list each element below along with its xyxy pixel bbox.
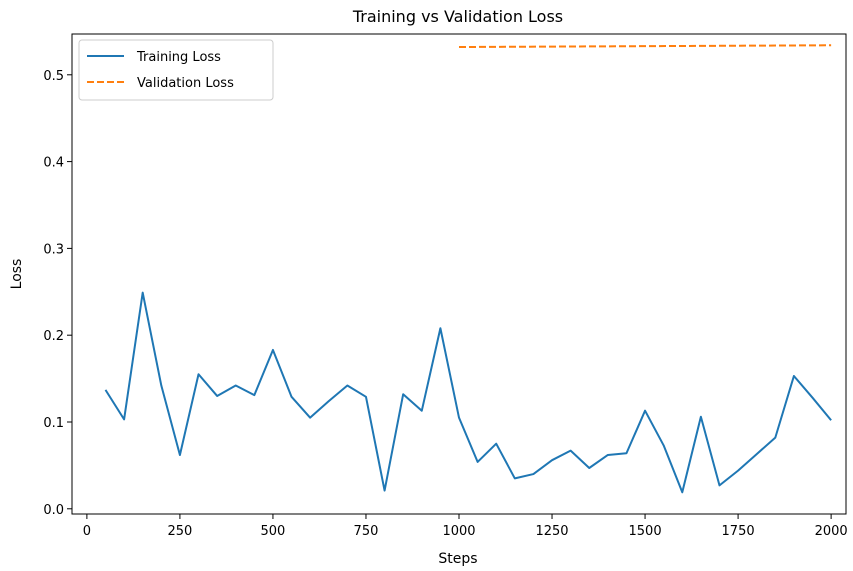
legend-label-validation-loss: Validation Loss [137, 76, 234, 91]
x-tick-label: 500 [261, 524, 286, 539]
x-tick-label: 1750 [722, 524, 755, 539]
x-axis-label: Steps [438, 551, 477, 567]
y-tick-label: 0.5 [43, 69, 64, 84]
plot-area: 0 250 500 750 1000 1250 1500 1750 2000 0.0 0.1 0.2 0… [43, 33, 848, 539]
y-tick-label: 0.4 [43, 156, 64, 171]
x-tick-label: 1000 [442, 524, 475, 539]
x-tick-label: 2000 [815, 524, 848, 539]
legend-box [78, 39, 274, 101]
y-axis-label: Loss [9, 259, 25, 290]
chart-title: Training vs Validation Loss [352, 7, 563, 26]
x-tick-label: 1250 [535, 524, 568, 539]
x-tick-label: 1500 [629, 524, 662, 539]
training-loss-line [104, 291, 832, 494]
validation-loss-line [458, 44, 832, 49]
y-tick-label: 0.1 [43, 416, 64, 431]
plot-frame [71, 33, 847, 515]
x-tick-label: 750 [354, 524, 379, 539]
y-tick-label: 0.3 [43, 242, 64, 257]
legend-label-training-loss: Training Loss [136, 50, 221, 65]
x-tick-label: 0 [83, 524, 91, 539]
y-tick-label: 0.2 [43, 329, 64, 344]
legend: Training Loss Validation Loss [78, 39, 274, 101]
x-tick-label: 250 [167, 524, 192, 539]
y-tick-label: 0.0 [43, 503, 64, 518]
